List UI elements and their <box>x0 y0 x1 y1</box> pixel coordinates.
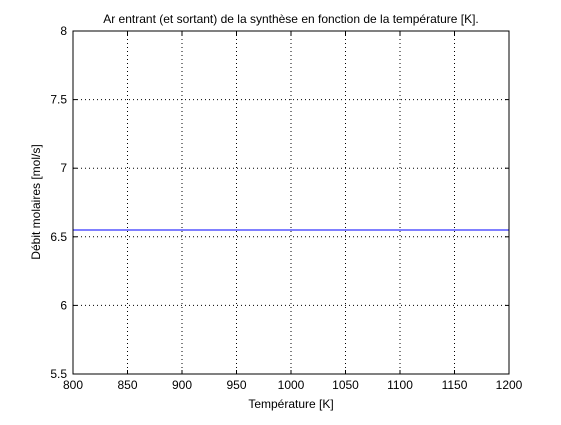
y-tick-label: 7.5 <box>50 93 67 107</box>
tick-marks <box>72 30 510 375</box>
x-tick-label: 1000 <box>278 378 305 392</box>
x-tick-label: 1050 <box>332 378 359 392</box>
y-tick-label: 7 <box>60 161 67 175</box>
x-tick-label: 850 <box>117 378 137 392</box>
x-tick-label: 1150 <box>442 378 468 392</box>
y-axis-label: Débit molaires [mol/s] <box>29 144 43 259</box>
x-axis-label: Température [K] <box>248 397 333 411</box>
x-tick-labels: 800 850 900 950 1000 1050 1100 1150 1200 <box>63 378 523 392</box>
x-tick-label: 1100 <box>387 378 413 392</box>
y-tick-label: 6 <box>60 298 67 312</box>
y-tick-labels: 5.5 6 6.5 7 7.5 8 <box>50 24 67 381</box>
x-tick-label: 900 <box>172 378 192 392</box>
plot-area <box>73 31 509 374</box>
x-tick-label: 800 <box>63 378 83 392</box>
y-tick-label: 8 <box>60 24 67 38</box>
y-tick-label: 6.5 <box>50 230 67 244</box>
chart-title: Ar entrant (et sortant) de la synthèse e… <box>103 12 479 26</box>
x-tick-label: 1200 <box>496 378 523 392</box>
y-tick-label: 5.5 <box>50 367 67 381</box>
x-tick-label: 950 <box>226 378 246 392</box>
